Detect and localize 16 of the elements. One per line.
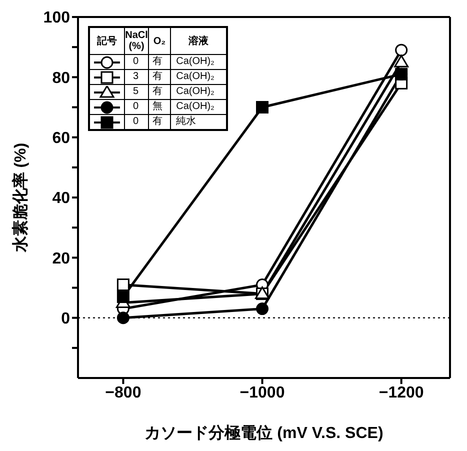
legend-label: 0 無 Ca(OH)₂ — [132, 100, 216, 114]
x-tick-label: −800 — [105, 384, 142, 402]
y-tick-label: 80 — [52, 70, 70, 87]
legend-label: 5 有 Ca(OH)₂ — [132, 85, 216, 99]
y-tick-label: 100 — [43, 10, 70, 27]
y-tick-label: 60 — [52, 130, 70, 148]
y-tick-label: 0 — [61, 310, 70, 328]
y-tick-label: 20 — [52, 250, 70, 268]
x-tick-label: −1200 — [378, 384, 424, 402]
x-tick-label: −1000 — [240, 384, 285, 402]
y-axis-title: 水素脆化率 (%) — [10, 142, 30, 254]
legend-label: 0 有 純水 — [132, 115, 198, 129]
y-tick-label: 40 — [52, 190, 70, 208]
legend-label: 0 有 Ca(OH)₂ — [132, 55, 216, 69]
legend-label: 3 有 Ca(OH)₂ — [132, 70, 216, 84]
x-axis-title: カソード分極電位 (mV V.S. SCE) — [144, 424, 384, 442]
